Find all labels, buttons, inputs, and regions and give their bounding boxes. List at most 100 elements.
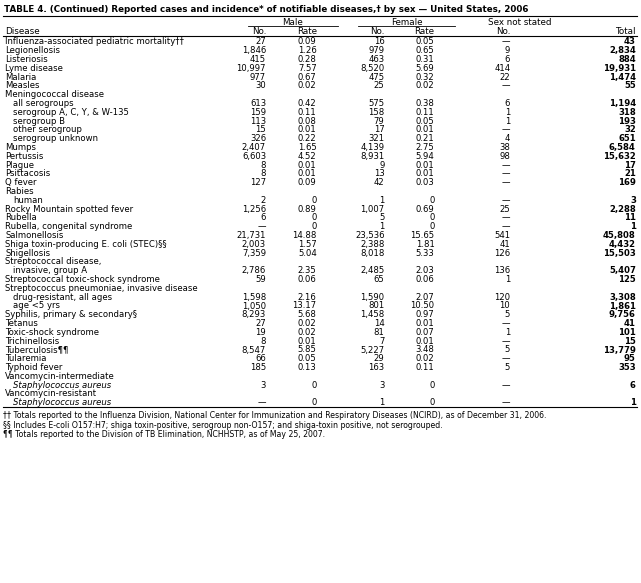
Text: 1: 1 <box>505 117 510 126</box>
Text: —: — <box>502 161 510 170</box>
Text: 0.01: 0.01 <box>416 170 435 178</box>
Text: 5.85: 5.85 <box>298 346 317 354</box>
Text: 98: 98 <box>499 152 510 161</box>
Text: Shiga toxin-producing E. coli (STEC)§§: Shiga toxin-producing E. coli (STEC)§§ <box>5 240 167 249</box>
Text: 95: 95 <box>624 354 636 363</box>
Text: 5: 5 <box>505 346 510 354</box>
Text: 0.97: 0.97 <box>416 310 435 319</box>
Text: 575: 575 <box>369 99 385 108</box>
Text: §§ Includes E-coli O157:H7; shiga toxin-positive, serogroup non-O157; and shiga-: §§ Includes E-coli O157:H7; shiga toxin-… <box>3 420 443 430</box>
Text: 5.04: 5.04 <box>298 249 317 258</box>
Text: 353: 353 <box>619 363 636 372</box>
Text: 463: 463 <box>369 55 385 64</box>
Text: 1,256: 1,256 <box>242 205 266 214</box>
Text: 79: 79 <box>374 117 385 126</box>
Text: —: — <box>502 381 510 389</box>
Text: 0.42: 0.42 <box>298 99 317 108</box>
Text: 8: 8 <box>260 161 266 170</box>
Text: 15: 15 <box>624 337 636 346</box>
Text: 0.01: 0.01 <box>416 125 435 135</box>
Text: 1,050: 1,050 <box>242 301 266 311</box>
Text: Pertussis: Pertussis <box>5 152 44 161</box>
Text: 19: 19 <box>255 328 266 337</box>
Text: 120: 120 <box>494 293 510 301</box>
Text: 0: 0 <box>312 196 317 205</box>
Text: 27: 27 <box>255 319 266 328</box>
Text: Disease: Disease <box>5 27 40 36</box>
Text: 0.02: 0.02 <box>416 82 435 90</box>
Text: 38: 38 <box>499 143 510 152</box>
Text: 0.67: 0.67 <box>298 73 317 82</box>
Text: 8,293: 8,293 <box>242 310 266 319</box>
Text: 2,407: 2,407 <box>242 143 266 152</box>
Text: 30: 30 <box>255 82 266 90</box>
Text: 0.01: 0.01 <box>298 161 317 170</box>
Text: all serogroups: all serogroups <box>13 99 74 108</box>
Text: 6: 6 <box>505 55 510 64</box>
Text: Streptococcal toxic-shock syndrome: Streptococcal toxic-shock syndrome <box>5 275 160 284</box>
Text: 159: 159 <box>250 108 266 117</box>
Text: 2.16: 2.16 <box>298 293 317 301</box>
Text: Trichinellosis: Trichinellosis <box>5 337 60 346</box>
Text: Rubella: Rubella <box>5 213 37 223</box>
Text: 0: 0 <box>429 381 435 389</box>
Text: 1: 1 <box>630 398 636 408</box>
Text: 0.05: 0.05 <box>298 354 317 363</box>
Text: invasive, group A: invasive, group A <box>13 266 87 275</box>
Text: 1,846: 1,846 <box>242 46 266 55</box>
Text: 5: 5 <box>379 213 385 223</box>
Text: 32: 32 <box>624 125 636 135</box>
Text: 977: 977 <box>250 73 266 82</box>
Text: 125: 125 <box>618 275 636 284</box>
Text: 0.69: 0.69 <box>416 205 435 214</box>
Text: 16: 16 <box>374 37 385 47</box>
Text: 979: 979 <box>369 46 385 55</box>
Text: 0.21: 0.21 <box>416 134 435 143</box>
Text: age <5 yrs: age <5 yrs <box>13 301 60 311</box>
Text: 0.03: 0.03 <box>416 178 435 187</box>
Text: 2: 2 <box>261 196 266 205</box>
Text: 81: 81 <box>374 328 385 337</box>
Text: 3: 3 <box>261 381 266 389</box>
Text: 27: 27 <box>255 37 266 47</box>
Text: 25: 25 <box>374 82 385 90</box>
Text: 2,786: 2,786 <box>242 266 266 275</box>
Text: 13: 13 <box>374 170 385 178</box>
Text: Listeriosis: Listeriosis <box>5 55 48 64</box>
Text: other serogroup: other serogroup <box>13 125 82 135</box>
Text: serogroup unknown: serogroup unknown <box>13 134 98 143</box>
Text: 2.75: 2.75 <box>416 143 435 152</box>
Text: 1: 1 <box>505 328 510 337</box>
Text: No.: No. <box>370 27 385 36</box>
Text: 0: 0 <box>429 222 435 231</box>
Text: Vancomycin-resistant: Vancomycin-resistant <box>5 389 97 399</box>
Text: 0.11: 0.11 <box>416 108 435 117</box>
Text: 1: 1 <box>505 108 510 117</box>
Text: 42: 42 <box>374 178 385 187</box>
Text: —: — <box>502 196 510 205</box>
Text: 0.01: 0.01 <box>298 337 317 346</box>
Text: 169: 169 <box>618 178 636 187</box>
Text: 5.68: 5.68 <box>298 310 317 319</box>
Text: 15: 15 <box>255 125 266 135</box>
Text: 1: 1 <box>379 222 385 231</box>
Text: 126: 126 <box>494 249 510 258</box>
Text: Psittacosis: Psittacosis <box>5 170 51 178</box>
Text: †† Totals reported to the Influenza Division, National Center for Immunization a: †† Totals reported to the Influenza Divi… <box>3 411 547 420</box>
Text: 5.33: 5.33 <box>416 249 435 258</box>
Text: 4.52: 4.52 <box>298 152 317 161</box>
Text: 66: 66 <box>255 354 266 363</box>
Text: 321: 321 <box>369 134 385 143</box>
Text: 0.89: 0.89 <box>298 205 317 214</box>
Text: 29: 29 <box>374 354 385 363</box>
Text: 5,407: 5,407 <box>609 266 636 275</box>
Text: 884: 884 <box>618 55 636 64</box>
Text: Staphylococcus aureus: Staphylococcus aureus <box>13 398 112 408</box>
Text: 9: 9 <box>379 161 385 170</box>
Text: 9: 9 <box>505 46 510 55</box>
Text: Salmonellosis: Salmonellosis <box>5 231 63 240</box>
Text: 0.02: 0.02 <box>298 319 317 328</box>
Text: —: — <box>502 337 510 346</box>
Text: 0.13: 0.13 <box>298 363 317 372</box>
Text: 0.06: 0.06 <box>298 275 317 284</box>
